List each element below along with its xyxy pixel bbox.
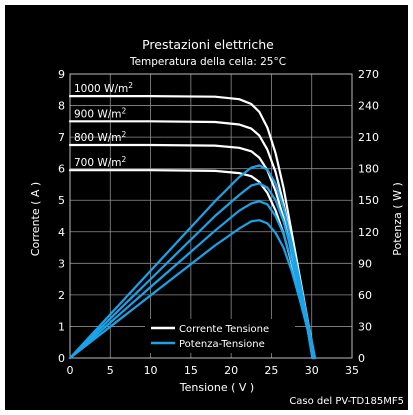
plot-area-border bbox=[69, 73, 353, 359]
y-tick-label-left: 3 bbox=[58, 257, 65, 270]
pv-performance-chart: 0 5 10 15 20 25 30 3501234567890306090120150180… bbox=[29, 37, 404, 407]
y-tick-label-left: 1 bbox=[58, 320, 65, 333]
power-curve-900 bbox=[68, 182, 316, 360]
y-tick-label-right: 120 bbox=[358, 226, 379, 239]
y-tick-label-right: 240 bbox=[358, 100, 379, 113]
x-tick-label: 15 bbox=[184, 364, 198, 377]
y-tick-label-left: 0 bbox=[58, 352, 65, 365]
power-curve-800 bbox=[68, 200, 315, 360]
x-tick-label: 5 bbox=[107, 364, 114, 377]
y-tick-label-left: 4 bbox=[58, 226, 65, 239]
y-tick-label-right: 150 bbox=[358, 194, 379, 207]
x-tick-label: 10 bbox=[144, 364, 158, 377]
y-tick-label-left: 7 bbox=[58, 131, 65, 144]
irradiance-label-text: 1000 W/m bbox=[74, 83, 128, 95]
x-tick-label: 25 bbox=[264, 364, 278, 377]
y-tick-label-right: 90 bbox=[358, 257, 372, 270]
y-tick-label-right: 30 bbox=[358, 320, 372, 333]
x-tick-label: 30 bbox=[305, 364, 319, 377]
tick-labels: 0 5 10 15 20 25 30 3501234567890306090120150180… bbox=[58, 68, 379, 377]
legend: Corrente Tensione Potenza-Tensione bbox=[145, 319, 295, 353]
y-tick-label-right: 270 bbox=[358, 68, 379, 81]
y-tick-label-right: 210 bbox=[358, 131, 379, 144]
y-tick-label-left: 6 bbox=[58, 163, 65, 176]
y-tick-label-left: 8 bbox=[58, 100, 65, 113]
irradiance-label: 1000 W/m2 bbox=[74, 81, 133, 95]
irradiance-label-sup: 2 bbox=[122, 130, 127, 139]
plot-border bbox=[69, 73, 353, 359]
grid bbox=[70, 74, 352, 358]
legend-label-power: Potenza-Tensione bbox=[179, 339, 265, 350]
irradiance-label-sup: 2 bbox=[122, 155, 127, 164]
y-axis-label-right: Potenza ( W ) bbox=[391, 182, 404, 256]
power-curve-700 bbox=[68, 219, 314, 360]
irradiance-label: 900 W/m2 bbox=[74, 106, 127, 120]
irradiance-label: 800 W/m2 bbox=[74, 130, 127, 144]
chart-title: Prestazioni elettriche bbox=[142, 37, 274, 52]
y-axis-label-left: Corrente ( A ) bbox=[29, 182, 42, 256]
irradiance-label-sup: 2 bbox=[128, 81, 133, 90]
series-group bbox=[68, 95, 316, 360]
x-tick-label: 35 bbox=[345, 364, 359, 377]
y-tick-label-right: 180 bbox=[358, 163, 379, 176]
y-tick-label-left: 2 bbox=[58, 289, 65, 302]
chart-caption: Caso del PV-TD185MF5 bbox=[289, 396, 404, 407]
legend-box bbox=[145, 319, 295, 353]
chart-subtitle: Temperatura della cella: 25°C bbox=[129, 56, 286, 68]
x-tick-label: 0 bbox=[67, 364, 74, 377]
chart-frame: 0 5 10 15 20 25 30 35 0 1 2 3 4 5 6 7 8 9 0 30 60 90 120 150 180… bbox=[5, 5, 408, 410]
y-tick-label-left: 5 bbox=[58, 194, 65, 207]
y-tick-label-left: 9 bbox=[58, 68, 65, 81]
irradiance-label-text: 900 W/m bbox=[74, 108, 122, 120]
y-tick-label-right: 0 bbox=[358, 352, 365, 365]
y-tick-label-right: 60 bbox=[358, 289, 372, 302]
legend-label-current: Corrente Tensione bbox=[179, 324, 269, 335]
irradiance-label: 700 W/m2 bbox=[74, 155, 127, 169]
irradiance-label-sup: 2 bbox=[122, 106, 127, 115]
power-curve-1000 bbox=[68, 164, 316, 360]
irradiance-label-text: 800 W/m bbox=[74, 132, 122, 144]
x-tick-label: 20 bbox=[224, 364, 238, 377]
x-axis-label: Tensione ( V ) bbox=[179, 381, 254, 394]
irradiance-label-text: 700 W/m bbox=[74, 157, 122, 169]
